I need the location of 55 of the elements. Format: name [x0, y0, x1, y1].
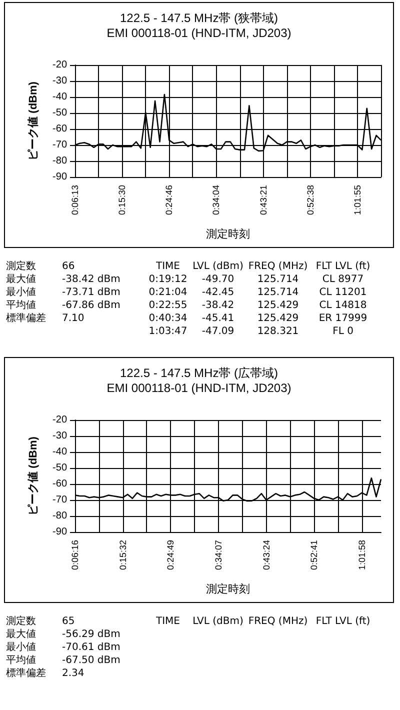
x-tick-label: 0:15:32	[118, 540, 128, 570]
x-tick-label: 0:43:21	[258, 185, 268, 216]
y-tick-label: -40	[52, 92, 68, 102]
x-tick-label: 0:06:16	[70, 540, 80, 570]
text: 標準偏差 2.34	[6, 668, 84, 679]
x-tick-label: 1:01:55	[352, 185, 362, 216]
text: TIME LVL (dBm) FREQ (MHz) FLT LVL (ft)	[156, 616, 370, 627]
y-tick-label: -90	[52, 172, 68, 182]
chart-subtitle: EMI 000118-01 (HND-ITM, JD203)	[106, 381, 292, 395]
x-tick-label: 0:52:38	[305, 185, 316, 216]
y-tick-label: -50	[52, 462, 68, 474]
text: 測定数 66	[6, 261, 75, 272]
x-tick-label: 0:15:30	[117, 185, 128, 216]
x-tick-label: 0:43:24	[261, 540, 272, 570]
chart-title: 122.5 - 147.5 MHz帯 (狭帯域)	[120, 11, 278, 25]
text: 平均値 -67.86 dBm	[6, 300, 120, 311]
y-tick-label: -70	[52, 494, 68, 506]
text: 0:22:55 -38.42 125.429 CL 14818	[148, 300, 367, 311]
x-axis-title: 測定時刻	[206, 228, 250, 240]
y-tick-label: -70	[52, 140, 68, 150]
y-axis-title: ピーク値 (dBm)	[26, 81, 40, 160]
text: 最大値 -38.42 dBm	[6, 274, 120, 285]
x-tick-label: 0:34:07	[213, 540, 224, 570]
text: TIME LVL (dBm) FREQ (MHz) FLT LVL (ft)	[156, 261, 370, 272]
text: 測定数 65	[6, 616, 75, 627]
x-tick-label: 1:01:58	[356, 540, 367, 570]
x-tick-label: 0:06:13	[70, 185, 80, 216]
y-tick-label: -90	[52, 526, 68, 538]
y-tick-label: -20	[52, 414, 68, 426]
chart-title: 122.5 - 147.5 MHz帯 (広帯域)	[120, 366, 278, 380]
text: 標準偏差 7.10	[6, 313, 84, 324]
text: 平均値 -67.50 dBm	[6, 655, 120, 666]
chart-subtitle: EMI 000118-01 (HND-ITM, JD203)	[106, 26, 292, 40]
text: 0:40:34 -45.41 125.429 ER 17999	[148, 313, 368, 324]
text: 0:19:12 -49.70 125.714 CL 8977	[148, 274, 364, 285]
x-tick-label: 0:24:46	[164, 185, 174, 216]
x-tick-label: 0:34:04	[211, 185, 222, 216]
y-tick-label: -30	[52, 76, 68, 86]
y-axis-title: ピーク値 (dBm)	[26, 436, 40, 516]
y-tick-label: -60	[52, 124, 68, 134]
text: 最小値 -70.61 dBm	[6, 642, 120, 653]
y-tick-label: -30	[52, 430, 68, 442]
y-tick-label: -80	[52, 156, 68, 166]
y-tick-label: -50	[52, 108, 68, 118]
text: 最小値 -73.71 dBm	[6, 287, 120, 298]
text: 最大値 -56.29 dBm	[6, 629, 120, 640]
y-tick-label: -40	[52, 446, 68, 458]
text: 0:21:04 -42.45 125.714 CL 11201	[148, 287, 367, 298]
y-tick-label: -20	[52, 60, 68, 70]
y-tick-label: -80	[52, 510, 68, 522]
x-tick-label: 0:52:41	[309, 540, 320, 570]
x-axis-title: 測定時刻	[206, 582, 250, 596]
y-tick-label: -60	[52, 478, 68, 490]
x-tick-label: 0:24:49	[166, 540, 176, 570]
text: 1:03:47 -47.09 128.321 FL 0	[148, 326, 354, 337]
